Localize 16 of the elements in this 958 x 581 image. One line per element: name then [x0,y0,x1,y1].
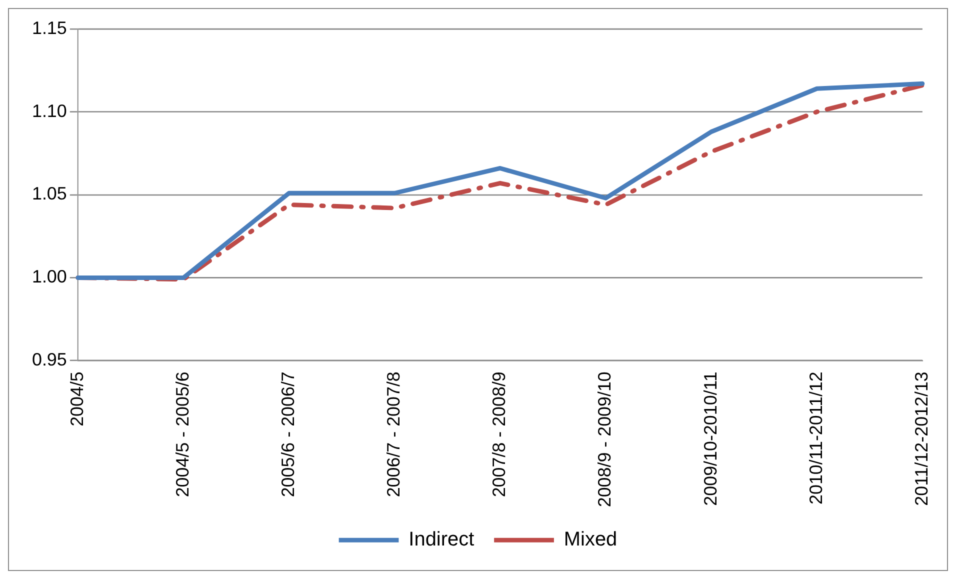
y-tick-label: 1.10 [32,100,67,121]
x-tick-label: 2004/5 - 2005/6 [172,372,192,498]
x-tick-label: 2007/8 - 2008/9 [489,372,510,498]
x-tick-label: 2011/12-2012/13 [911,372,932,506]
y-tick-label: 0.95 [32,350,67,370]
x-tick-label: 2009/10-2010/11 [700,372,720,506]
y-tick-label: 1.15 [32,18,67,38]
y-tick-label: 1.00 [32,266,67,287]
y-tick-label: 1.05 [32,184,67,204]
x-tick-label: 2005/6 - 2006/7 [278,372,298,498]
legend-label: Indirect [408,528,475,551]
x-tick-label: 2006/7 - 2007/8 [384,372,404,498]
x-tick-label: 2010/11-2011/12 [806,372,826,504]
legend-label: Mixed [564,528,618,551]
x-tick-label: 2008/9 - 2009/10 [594,372,615,508]
x-tick-label: 2004/5 [66,372,87,426]
